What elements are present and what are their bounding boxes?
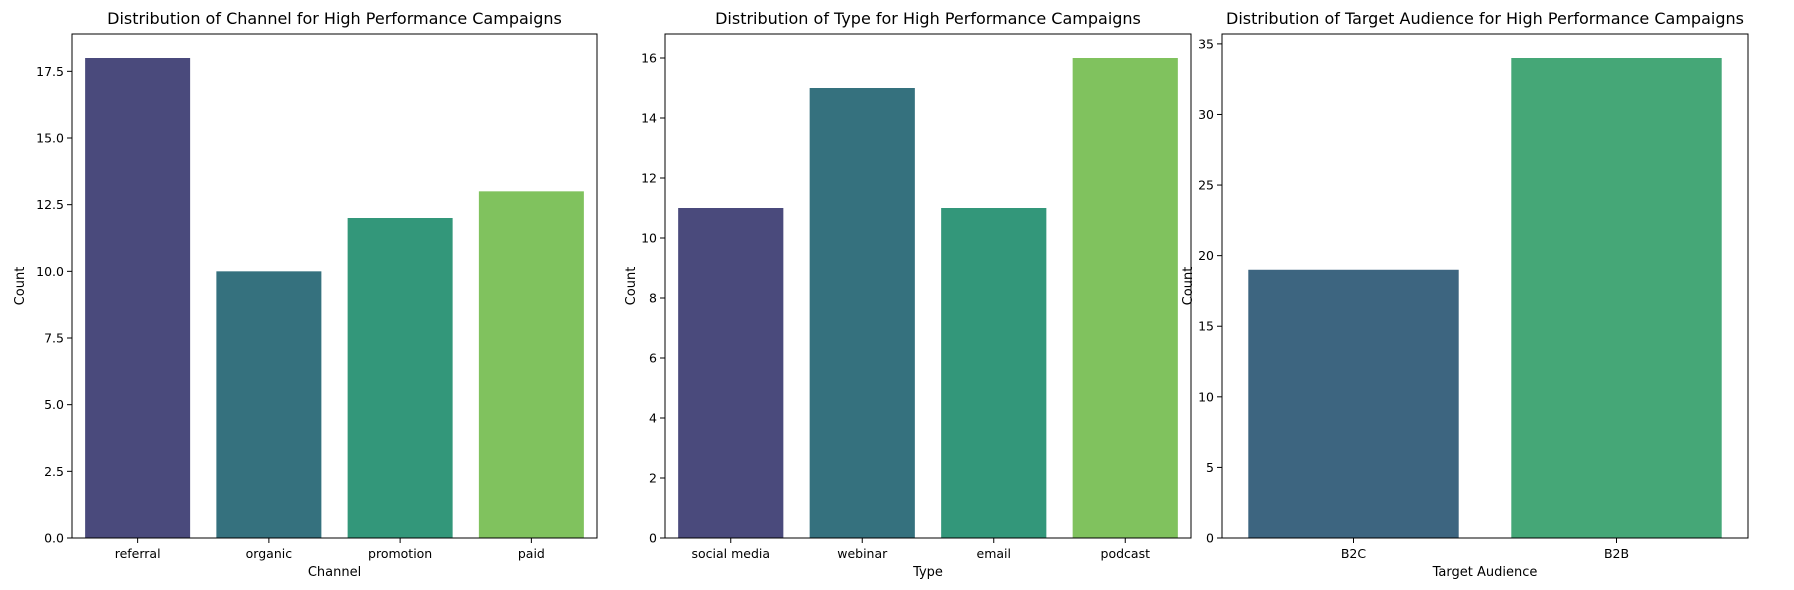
bar-social-media — [678, 208, 784, 538]
bar-b2b — [1511, 58, 1722, 538]
y-tick-label: 0 — [649, 531, 657, 546]
y-tick-label: 7.5 — [44, 331, 64, 346]
y-tick-label: 14 — [641, 111, 657, 126]
x-tick-label-email: email — [977, 546, 1011, 561]
y-tick-label: 4 — [649, 411, 657, 426]
type-y-axis-label: Count — [624, 267, 639, 306]
x-tick-label-paid: paid — [518, 546, 545, 561]
x-tick-label-webinar: webinar — [837, 546, 888, 561]
bar-webinar — [809, 88, 915, 538]
y-tick-label: 6 — [649, 351, 657, 366]
y-tick-label: 2 — [649, 471, 657, 486]
target-audience-x-axis-label: Target Audience — [1432, 565, 1538, 580]
x-tick-label-organic: organic — [246, 546, 293, 561]
y-tick-label: 2.5 — [44, 464, 64, 479]
channel-x-axis-label: Channel — [308, 565, 361, 580]
bar-organic — [216, 271, 322, 538]
y-tick-label: 35 — [1198, 36, 1214, 51]
y-tick-label: 25 — [1198, 178, 1214, 193]
y-tick-label: 12 — [641, 171, 657, 186]
y-tick-label: 10.0 — [36, 264, 64, 279]
y-tick-label: 0 — [1206, 531, 1214, 546]
bar-email — [941, 208, 1047, 538]
y-tick-label: 10 — [1198, 389, 1214, 404]
type-x-axis-label: Type — [912, 565, 943, 580]
channel-y-axis-label: Count — [13, 267, 28, 306]
y-tick-label: 8 — [649, 291, 657, 306]
bar-promotion — [347, 218, 453, 538]
y-tick-label: 15 — [1198, 319, 1214, 334]
target-audience-y-axis-label: Count — [1181, 267, 1196, 306]
x-tick-label-podcast: podcast — [1101, 546, 1151, 561]
channel-chart-panel: Distribution of Channel for High Perform… — [13, 9, 598, 580]
x-tick-label-promotion: promotion — [368, 546, 432, 561]
channel-axes-frame — [71, 33, 598, 539]
y-tick-label: 12.5 — [36, 197, 64, 212]
y-tick-label: 0.0 — [44, 531, 64, 546]
type-chart-panel: Distribution of Type for High Performanc… — [624, 9, 1192, 580]
channel-chart-title: Distribution of Channel for High Perform… — [107, 9, 562, 28]
bar-b2c — [1248, 269, 1459, 538]
bar-referral — [85, 58, 191, 538]
target-audience-axes-frame — [1221, 33, 1749, 539]
x-tick-label-b2b: B2B — [1604, 546, 1629, 561]
y-tick-label: 5 — [1206, 460, 1214, 475]
x-tick-label-b2c: B2C — [1341, 546, 1367, 561]
bar-paid — [478, 191, 584, 539]
x-tick-label-social-media: social media — [691, 546, 770, 561]
type-chart-title: Distribution of Type for High Performanc… — [715, 9, 1141, 28]
y-tick-label: 17.5 — [36, 64, 64, 79]
y-tick-label: 16 — [641, 51, 657, 66]
y-tick-label: 20 — [1198, 248, 1214, 263]
type-axes-frame — [664, 33, 1192, 539]
y-tick-label: 5.0 — [44, 397, 64, 412]
x-tick-label-referral: referral — [115, 546, 161, 561]
y-tick-label: 15.0 — [36, 131, 64, 146]
y-tick-label: 30 — [1198, 107, 1214, 122]
y-tick-label: 10 — [641, 231, 657, 246]
bar-podcast — [1072, 58, 1178, 538]
target-audience-chart-title: Distribution of Target Audience for High… — [1226, 9, 1744, 28]
target-audience-chart-panel: Distribution of Target Audience for High… — [1181, 9, 1749, 580]
